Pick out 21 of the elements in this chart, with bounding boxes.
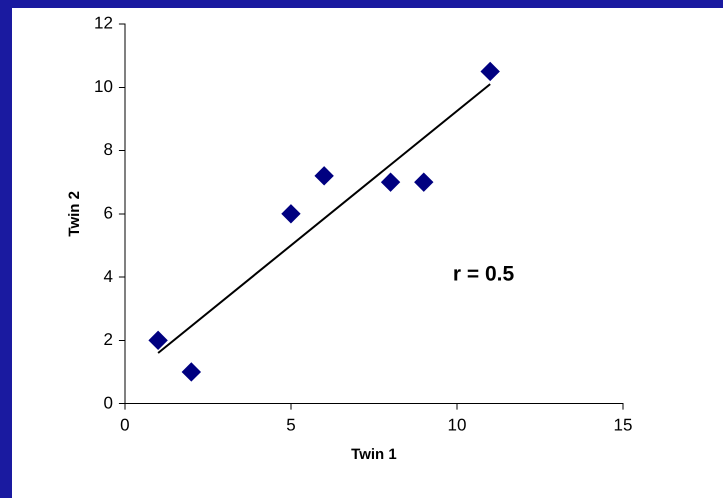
annotation: r = 0.5 [452, 262, 514, 286]
x-axis-title: Twin 1 [351, 446, 397, 464]
y-tick-label: 4 [103, 266, 113, 286]
x-tick-label: 10 [448, 415, 466, 434]
y-tick-label: 12 [94, 14, 113, 33]
x-tick-label: 0 [120, 415, 130, 434]
x-tick-label: 5 [286, 415, 296, 434]
point [480, 62, 500, 81]
y-tick-label: 10 [94, 76, 113, 96]
point [381, 172, 400, 192]
x-tick-label: 15 [614, 415, 632, 434]
point [314, 166, 334, 186]
point [148, 330, 168, 350]
point [414, 172, 434, 192]
y-tick-label: 2 [103, 330, 113, 350]
y-tick-label: 0 [103, 393, 113, 412]
point [281, 204, 300, 224]
point [182, 362, 201, 382]
y-axis-title: Twin 2 [66, 191, 84, 237]
y-tick-label: 8 [103, 140, 113, 160]
y-tick-label: 6 [103, 203, 113, 222]
